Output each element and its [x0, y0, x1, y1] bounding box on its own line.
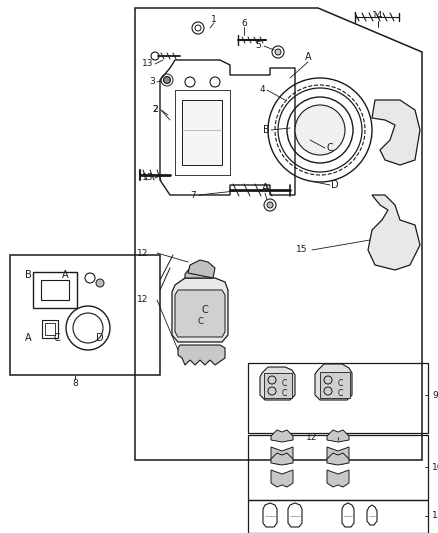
Polygon shape — [271, 447, 293, 464]
Polygon shape — [175, 290, 225, 337]
Text: 9: 9 — [432, 391, 438, 400]
Text: 10: 10 — [432, 463, 438, 472]
Polygon shape — [172, 278, 228, 342]
Bar — [42, 320, 58, 338]
Bar — [264, 373, 292, 398]
Bar — [10, 255, 160, 375]
Polygon shape — [327, 470, 349, 487]
Polygon shape — [315, 364, 352, 400]
Text: C: C — [197, 318, 203, 327]
Circle shape — [275, 49, 281, 55]
Text: 15: 15 — [296, 246, 308, 254]
Polygon shape — [372, 100, 420, 165]
Text: 7: 7 — [190, 190, 196, 199]
Bar — [45, 323, 55, 335]
Text: 5: 5 — [255, 42, 261, 51]
Text: 12: 12 — [137, 248, 148, 257]
Circle shape — [96, 279, 104, 287]
Text: 12: 12 — [306, 432, 318, 441]
Text: D: D — [96, 333, 104, 343]
Polygon shape — [188, 260, 215, 278]
Text: 2: 2 — [152, 106, 158, 115]
Text: 11: 11 — [432, 512, 438, 521]
Bar — [33, 272, 77, 308]
Text: 8: 8 — [72, 378, 78, 387]
Text: 3: 3 — [149, 77, 155, 86]
Text: 12: 12 — [137, 295, 148, 304]
Text: C: C — [337, 378, 343, 387]
Bar — [248, 363, 428, 433]
Bar — [41, 280, 69, 300]
Bar — [320, 372, 350, 398]
Polygon shape — [178, 345, 225, 365]
Text: 14: 14 — [372, 12, 384, 20]
Polygon shape — [327, 453, 349, 465]
Polygon shape — [368, 195, 420, 270]
Polygon shape — [327, 430, 349, 442]
Polygon shape — [271, 470, 293, 487]
Text: C: C — [53, 333, 60, 343]
Polygon shape — [327, 447, 349, 464]
Bar — [248, 435, 428, 500]
Polygon shape — [271, 430, 293, 442]
Text: 2: 2 — [152, 106, 158, 115]
Text: D: D — [331, 180, 339, 190]
Polygon shape — [271, 453, 293, 465]
Text: 4: 4 — [259, 85, 265, 94]
Text: A: A — [305, 52, 311, 62]
Text: C: C — [327, 143, 333, 153]
Text: A: A — [261, 183, 268, 193]
Polygon shape — [185, 265, 212, 278]
Text: 6: 6 — [241, 20, 247, 28]
Text: 13: 13 — [142, 174, 154, 182]
Bar — [182, 100, 222, 165]
Text: A: A — [62, 270, 68, 280]
Circle shape — [295, 105, 345, 155]
Text: 13: 13 — [142, 60, 154, 69]
Text: 1: 1 — [211, 15, 217, 25]
Text: C: C — [281, 389, 286, 398]
Polygon shape — [260, 367, 295, 400]
Text: B: B — [263, 125, 269, 135]
Circle shape — [267, 202, 273, 208]
Text: C: C — [337, 389, 343, 398]
Circle shape — [163, 77, 170, 84]
Text: B: B — [25, 270, 32, 280]
Bar — [248, 500, 428, 533]
Text: C: C — [281, 378, 286, 387]
Text: A: A — [25, 333, 31, 343]
Text: C: C — [201, 305, 208, 315]
